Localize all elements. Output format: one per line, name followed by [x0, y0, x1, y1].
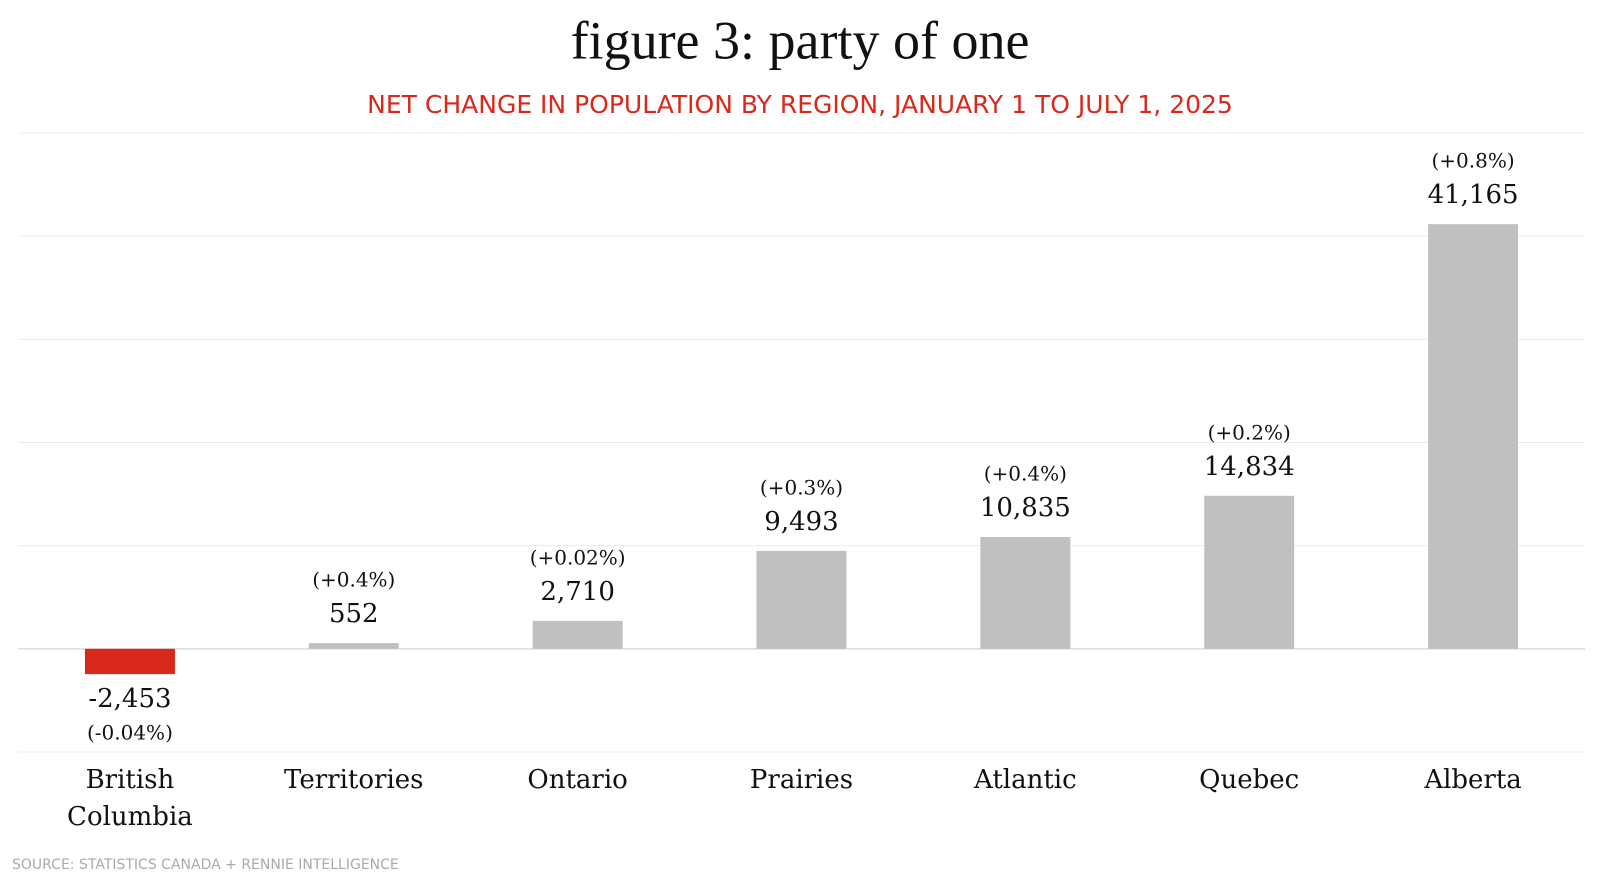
value-label: 10,835 — [980, 493, 1071, 523]
bar — [1428, 224, 1519, 649]
x-tick-label: Territories — [284, 765, 424, 795]
value-label: 9,493 — [764, 507, 838, 537]
bar — [756, 550, 847, 649]
change-label: (+0.02%) — [530, 545, 626, 569]
x-tick-label: Ontario — [527, 765, 628, 795]
change-label: (+0.4%) — [312, 568, 395, 592]
value-label: 552 — [329, 599, 379, 629]
bar — [84, 648, 175, 675]
change-label: (-0.04%) — [87, 721, 173, 745]
x-tick-label: Quebec — [1199, 765, 1300, 795]
x-tick-label: British Columbia — [67, 765, 193, 832]
x-tick-label: Alberta — [1424, 765, 1522, 795]
chart-subtitle: NET CHANGE IN POPULATION BY REGION, JANU… — [367, 90, 1233, 119]
bar — [532, 620, 623, 649]
chart-title: figure 3: party of one — [571, 10, 1030, 70]
x-tick-label: Atlantic — [974, 765, 1077, 795]
bar — [980, 537, 1071, 649]
change-label: (+0.8%) — [1431, 149, 1514, 173]
bar — [308, 643, 399, 649]
value-label: 41,165 — [1428, 180, 1519, 210]
value-label: 2,710 — [540, 577, 614, 607]
bar — [1204, 495, 1295, 649]
source-note: SOURCE: STATISTICS CANADA + RENNIE INTEL… — [12, 857, 399, 873]
value-label: 14,834 — [1204, 452, 1295, 482]
value-label: -2,453 — [88, 684, 171, 714]
change-label: (+0.3%) — [760, 475, 843, 499]
x-tick-label: Prairies — [749, 765, 854, 795]
change-label: (+0.2%) — [1208, 420, 1291, 444]
change-label: (+0.4%) — [984, 462, 1067, 486]
